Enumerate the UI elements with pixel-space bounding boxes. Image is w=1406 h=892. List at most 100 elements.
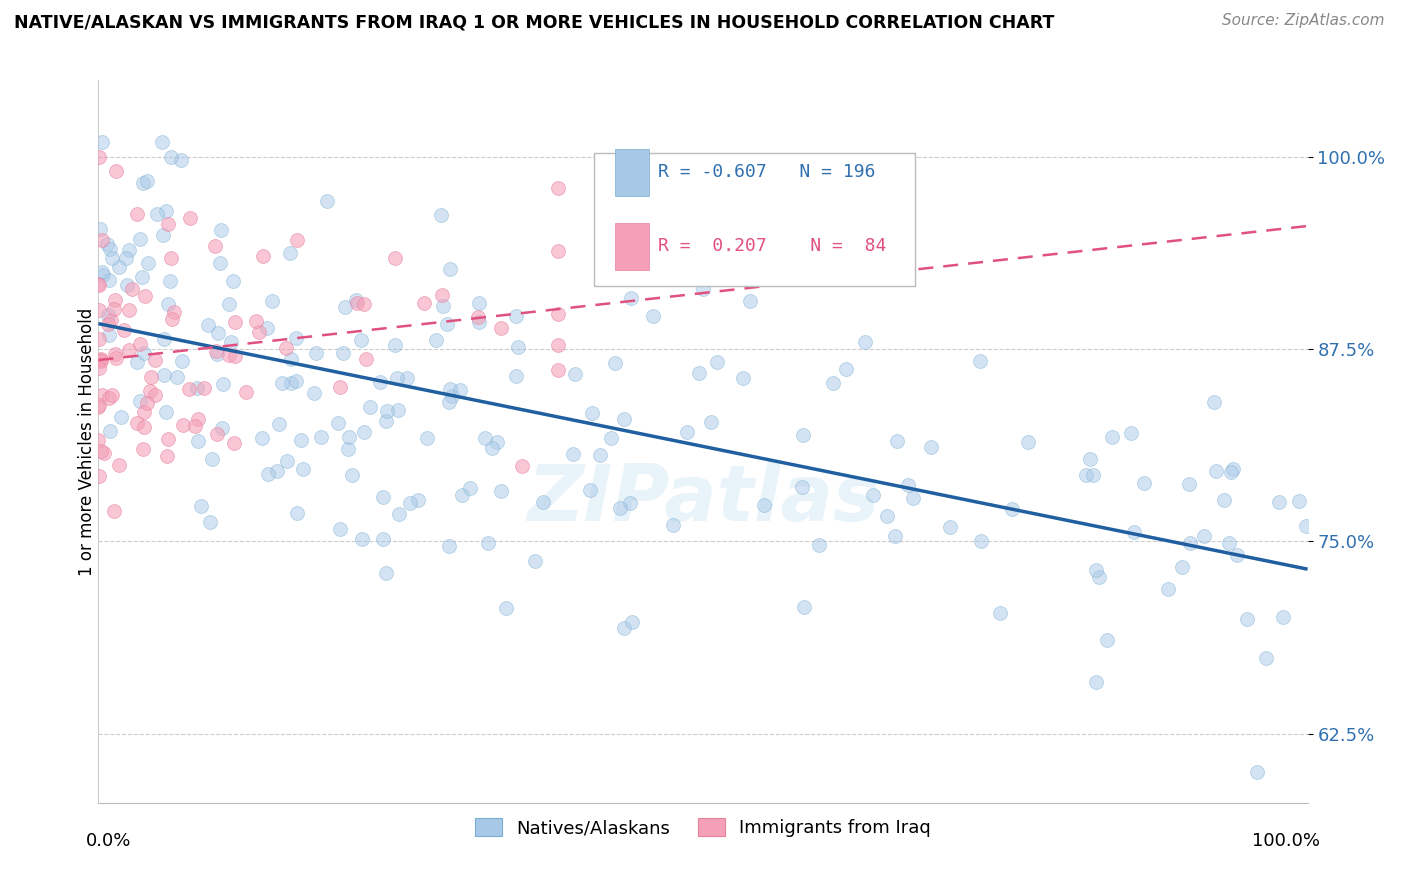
Point [143, 388, 166, 402]
Point [87, 150, 110, 164]
Point [413, 295, 436, 310]
Point [97, 273, 120, 287]
Point [505, 309, 527, 323]
Point [104, 347, 127, 361]
Point [125, 355, 148, 369]
Point [132, 419, 155, 434]
Point [613, 412, 636, 426]
Text: NATIVE/ALASKAN VS IMMIGRANTS FROM IRAQ 1 OR MORE VEHICLES IN HOUSEHOLD CORRELATI: NATIVE/ALASKAN VS IMMIGRANTS FROM IRAQ 1… [14, 13, 1054, 31]
Point [97, 327, 120, 342]
Point [90, 351, 112, 366]
Point [121, 283, 143, 297]
Point [599, 431, 621, 445]
Point [474, 431, 496, 445]
Point [224, 349, 246, 363]
Point [159, 251, 181, 265]
Point [821, 376, 844, 390]
Point [790, 480, 813, 494]
Point [988, 606, 1011, 620]
Point [200, 516, 222, 530]
Point [132, 442, 155, 456]
Point [166, 370, 188, 384]
Point [643, 309, 665, 323]
Point [87, 400, 110, 414]
Point [115, 278, 138, 293]
Point [280, 376, 302, 390]
Point [329, 522, 352, 536]
Point [354, 351, 377, 366]
Point [1219, 465, 1241, 479]
Point [150, 135, 173, 149]
Point [160, 312, 183, 326]
Point [489, 321, 512, 335]
Point [436, 317, 458, 331]
Point [91, 233, 114, 247]
Point [333, 300, 356, 314]
Point [100, 313, 122, 327]
Point [89, 221, 111, 235]
Point [862, 488, 884, 502]
Point [375, 414, 398, 428]
Point [524, 554, 547, 568]
Point [876, 509, 898, 524]
Point [1267, 494, 1289, 508]
Point [425, 333, 447, 347]
Point [128, 394, 150, 409]
Point [97, 317, 120, 331]
Point [89, 360, 111, 375]
Point [581, 406, 603, 420]
Point [115, 252, 138, 266]
Point [97, 308, 120, 322]
Point [118, 302, 141, 317]
Point [752, 498, 775, 512]
Point [1085, 675, 1108, 690]
Point [1192, 529, 1215, 543]
Point [920, 440, 942, 454]
Point [1246, 765, 1268, 780]
Point [547, 244, 569, 258]
Point [481, 441, 503, 455]
Point [329, 380, 352, 394]
Point [328, 416, 350, 430]
Point [1178, 536, 1201, 550]
Point [156, 297, 179, 311]
Point [103, 293, 125, 307]
Point [179, 211, 201, 225]
Point [90, 135, 112, 149]
Point [132, 346, 155, 360]
Point [224, 314, 246, 328]
Point [969, 354, 991, 368]
Point [276, 454, 298, 468]
Text: 0.0%: 0.0% [86, 831, 132, 850]
Point [260, 293, 283, 308]
Point [388, 508, 411, 522]
Point [1218, 535, 1240, 549]
Point [337, 430, 360, 444]
Point [368, 376, 391, 390]
Point [547, 362, 569, 376]
Point [692, 282, 714, 296]
Point [477, 536, 499, 550]
Point [1226, 549, 1249, 563]
Point [531, 495, 554, 509]
Point [152, 368, 174, 382]
Point [384, 338, 406, 352]
Point [467, 310, 489, 324]
Point [186, 381, 208, 395]
Point [309, 430, 332, 444]
Text: R = -0.607   N = 196: R = -0.607 N = 196 [658, 163, 876, 181]
Point [87, 277, 110, 292]
Point [87, 303, 110, 318]
Point [505, 368, 527, 383]
Point [1295, 519, 1317, 533]
Point [87, 332, 110, 346]
Point [170, 153, 193, 167]
Point [159, 150, 181, 164]
Point [89, 468, 111, 483]
Point [172, 417, 194, 432]
Point [207, 326, 229, 341]
Point [89, 353, 111, 368]
Point [211, 421, 233, 435]
Point [118, 343, 141, 358]
Point [190, 499, 212, 513]
